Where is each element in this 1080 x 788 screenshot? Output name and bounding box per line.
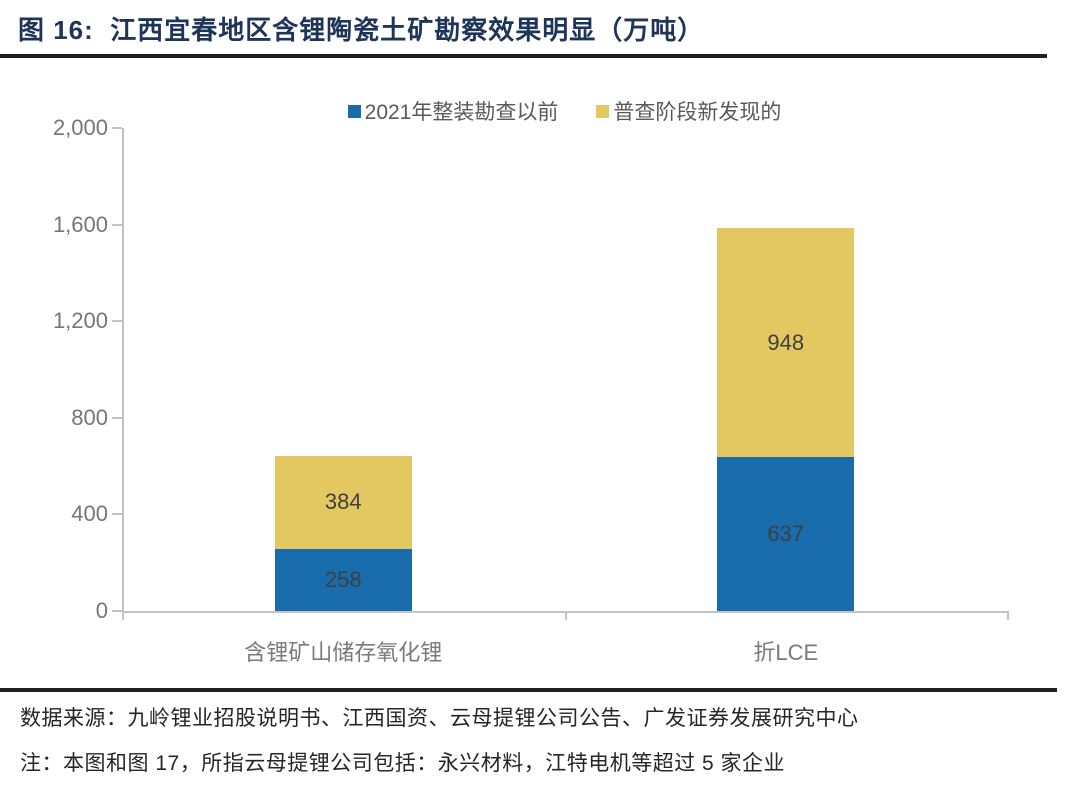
title-divider xyxy=(0,54,1047,58)
footer-divider xyxy=(0,688,1057,692)
x-axis-tick xyxy=(1007,611,1009,620)
bar-value-label: 384 xyxy=(324,489,362,515)
legend-item: 2021年整装勘查以前 xyxy=(347,96,559,126)
y-axis-label: 1,200 xyxy=(52,308,108,334)
y-axis-tick xyxy=(112,320,122,323)
y-axis-tick xyxy=(112,223,122,226)
legend-item: 普查阶段新发现的 xyxy=(596,96,781,126)
bar-segment-series-0 xyxy=(274,548,412,611)
y-axis-tick xyxy=(112,513,122,516)
bar-value-label: 258 xyxy=(324,566,362,592)
y-axis-label: 800 xyxy=(71,404,108,430)
bar-segment-series-1 xyxy=(717,228,855,458)
legend-label: 2021年整装勘查以前 xyxy=(364,101,559,124)
x-axis-tick xyxy=(564,611,567,620)
bar-segment-series-0 xyxy=(717,457,855,611)
y-axis-label: 400 xyxy=(71,501,108,527)
y-axis-label: 0 xyxy=(95,598,108,623)
figure-note: 注：本图和图 17，所指云母提锂公司包括：永兴材料，江特电机等超过 5 家企业 xyxy=(20,752,786,775)
bar-value-label: 637 xyxy=(767,521,805,547)
y-axis-tick xyxy=(112,416,122,419)
figure-title: 图 16: 江西宜春地区含锂陶瓷土矿勘察效果明显（万吨） xyxy=(18,15,705,45)
bar-segment-series-1 xyxy=(274,455,412,549)
bar-value-label: 948 xyxy=(767,329,805,355)
x-category-label: 含锂矿山储存氧化锂 xyxy=(244,640,443,665)
y-axis-label: 1,600 xyxy=(52,211,108,237)
chart-legend: 2021年整装勘查以前 普查阶段新发现的 xyxy=(122,96,1007,126)
legend-swatch-icon xyxy=(347,104,361,118)
legend-swatch-icon xyxy=(596,104,610,118)
x-category-label: 折LCE xyxy=(753,640,819,665)
y-axis-label: 2,000 xyxy=(52,115,108,140)
y-axis-tick xyxy=(112,610,122,612)
y-axis-line xyxy=(122,128,124,611)
data-source-note: 数据来源：九岭锂业招股说明书、江西国资、云母提锂公司公告、广发证券发展研究中心 xyxy=(20,707,859,730)
x-axis-tick xyxy=(122,611,124,620)
y-axis-tick xyxy=(112,127,122,129)
legend-label: 普查阶段新发现的 xyxy=(613,101,782,124)
